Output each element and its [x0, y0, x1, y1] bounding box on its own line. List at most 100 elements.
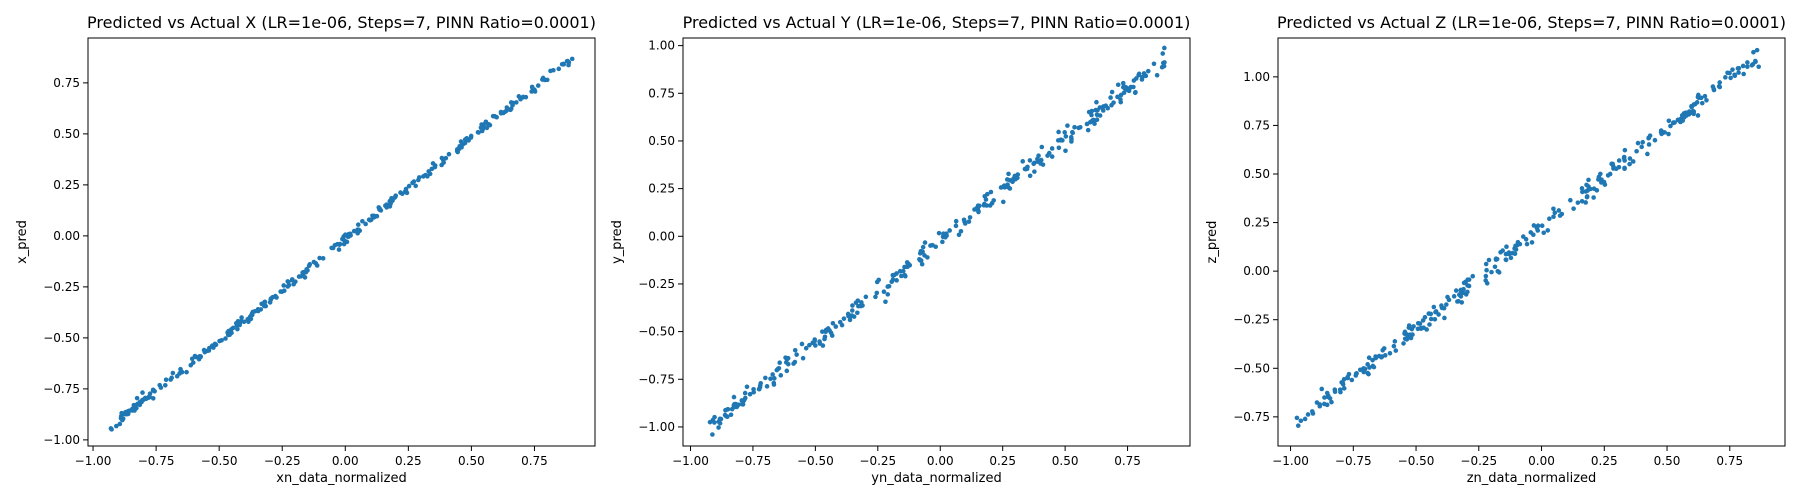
scatter-point	[119, 410, 124, 416]
y-tick-label: 0.00	[1243, 264, 1270, 278]
scatter-point	[723, 407, 728, 413]
scatter-point	[360, 218, 365, 224]
scatter-point	[1741, 71, 1746, 77]
scatter-point	[188, 362, 194, 368]
x-axis-label: xn_data_normalized	[276, 471, 406, 486]
scatter-point	[1341, 377, 1347, 382]
scatter-point	[1325, 393, 1331, 398]
scatter-point	[874, 290, 880, 296]
scatter-point	[124, 411, 129, 417]
scatter-point	[1740, 63, 1746, 69]
scatter-point	[1630, 159, 1636, 164]
scatter-point	[792, 347, 798, 353]
scatter-point	[1040, 162, 1046, 167]
scatter-point	[399, 191, 405, 197]
scatter-point	[255, 308, 261, 314]
scatter-point	[991, 198, 996, 203]
scatter-point	[890, 277, 896, 282]
scatter-point	[300, 270, 305, 275]
scatter-point	[1365, 362, 1370, 367]
scatter-point	[492, 114, 498, 119]
scatter-point	[710, 432, 715, 437]
scatter-point	[1694, 100, 1700, 105]
scatter-point	[1717, 80, 1723, 85]
x-tick-label: −1.00	[75, 454, 112, 468]
plot-frame	[682, 37, 1191, 447]
scatter-point	[1695, 113, 1701, 118]
scatter-point	[1004, 177, 1010, 182]
scatter-point	[1086, 109, 1092, 115]
scatter-point	[192, 353, 198, 359]
scatter-point	[1445, 294, 1450, 300]
scatter-point	[1659, 131, 1664, 137]
scatter-point	[446, 151, 452, 157]
scatter-point	[774, 367, 780, 373]
scatter-point	[480, 126, 485, 132]
x-tick-label: −1.00	[1272, 454, 1309, 468]
scatter-point	[917, 256, 922, 262]
scatter-point	[1295, 423, 1301, 428]
scatter-point	[940, 239, 945, 245]
scatter-point	[1357, 367, 1363, 373]
scatter-point	[1545, 228, 1551, 233]
x-tick-label: −0.25	[1460, 454, 1497, 468]
scatter-point	[530, 85, 535, 90]
scatter-point	[764, 384, 770, 389]
scatter-point	[1634, 148, 1639, 154]
scatter-point	[1627, 156, 1633, 161]
x-tick-label: −0.25	[264, 454, 301, 468]
scatter-point	[777, 360, 782, 366]
scatter-point	[1689, 104, 1694, 110]
scatter-point	[1506, 251, 1512, 257]
x-tick-label: −0.75	[735, 454, 772, 468]
scatter-point	[850, 303, 855, 308]
scatter-point	[1092, 121, 1097, 127]
scatter-point	[731, 394, 737, 400]
x-tick-label: −0.50	[797, 454, 834, 468]
scatter-point	[1338, 389, 1343, 395]
scatter-point	[851, 314, 857, 319]
scatter-point	[1111, 100, 1116, 105]
scatter-point	[1069, 136, 1074, 142]
scatter-point	[1070, 129, 1075, 135]
scatter-point	[1428, 311, 1434, 317]
scatter-point	[920, 244, 926, 250]
scatter-point	[922, 240, 928, 245]
scatter-point	[109, 427, 114, 432]
scatter-point	[1001, 199, 1006, 205]
scatter-point	[1035, 156, 1040, 162]
scatter-point	[1458, 287, 1464, 293]
scatter-point	[905, 264, 910, 270]
scatter-point	[285, 284, 291, 289]
y-tick-label: −0.50	[638, 325, 675, 339]
scatter-point	[1470, 273, 1476, 279]
scatter-point	[535, 83, 541, 88]
scatter-point	[710, 417, 716, 423]
scatter-point	[355, 222, 361, 227]
y-tick-label: 0.00	[53, 229, 80, 243]
scatter-point	[1340, 382, 1346, 387]
scatter-point	[1622, 158, 1627, 163]
scatter-point	[1162, 45, 1167, 51]
scatter-point	[976, 203, 982, 209]
scatter-point	[1439, 303, 1444, 308]
scatter-point	[1076, 125, 1081, 131]
scatter-point	[306, 263, 312, 269]
scatter-point	[837, 319, 843, 325]
scatter-point	[947, 228, 952, 233]
scatter-point	[340, 236, 346, 242]
scatter-point	[1504, 244, 1509, 250]
scatter-point	[742, 390, 748, 396]
scatter-point	[771, 382, 777, 387]
scatter-point	[114, 423, 119, 429]
scatter-point	[1121, 84, 1126, 90]
scatter-point	[1646, 142, 1652, 147]
scatter-point	[1732, 73, 1738, 79]
scatter-point	[817, 339, 822, 344]
scatter-point	[732, 403, 738, 409]
y-axis-label: y_pred	[610, 220, 625, 264]
scatter-point	[1422, 314, 1428, 320]
scatter-point	[1503, 257, 1509, 263]
scatter-point	[1493, 256, 1499, 261]
